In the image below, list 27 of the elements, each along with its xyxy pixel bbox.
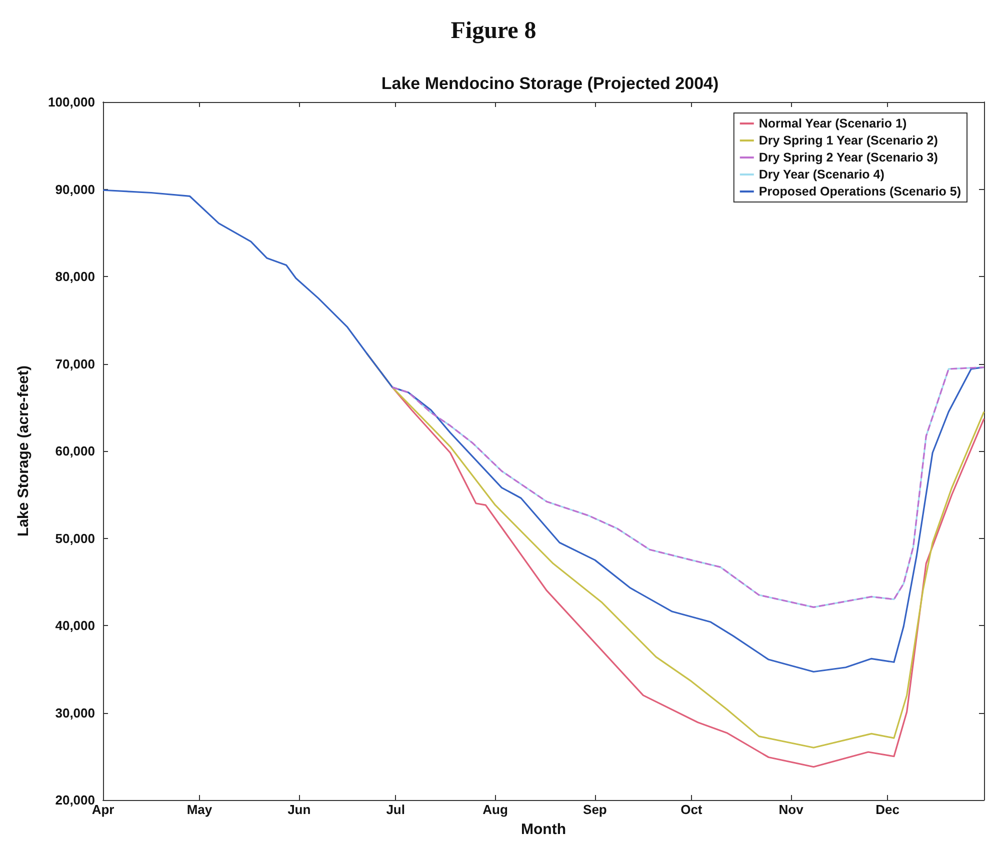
x-tick-label: Jul xyxy=(386,802,405,817)
y-tick-label: 40,000 xyxy=(55,618,95,633)
y-tick-label: 50,000 xyxy=(55,530,95,546)
legend-label: Dry Year (Scenario 4) xyxy=(758,168,884,182)
y-tick-label: 30,000 xyxy=(55,705,95,720)
x-tick-label: May xyxy=(186,802,213,817)
legend-label: Proposed Operations (Scenario 5) xyxy=(758,184,962,198)
y-tick-label: 90,000 xyxy=(55,182,95,197)
y-tick-label: 100,000 xyxy=(48,94,95,110)
chart-title: Figure 8 xyxy=(450,18,536,44)
line-series xyxy=(392,366,985,608)
y-tick-label: 20,000 xyxy=(55,792,95,808)
x-tick-label: Nov xyxy=(778,802,804,817)
y-tick-label: 60,000 xyxy=(55,444,95,458)
x-tick-label: Oct xyxy=(680,802,703,817)
y-tick-label: 70,000 xyxy=(55,356,95,372)
legend-label: Dry Spring 2 Year (Scenario 3) xyxy=(758,150,938,164)
x-tick-label: Sep xyxy=(583,802,607,817)
legend-label: Dry Spring 1 Year (Scenario 2) xyxy=(758,134,938,148)
y-axis-title: Lake Storage (acre-feet) xyxy=(15,366,32,536)
legend-label: Normal Year (Scenario 1) xyxy=(758,116,907,130)
x-tick-label: Jun xyxy=(288,802,311,817)
x-tick-label: Dec xyxy=(876,802,900,817)
x-tick-label: Aug xyxy=(482,802,508,817)
y-tick-label: 80,000 xyxy=(55,269,95,284)
x-axis-title: Month xyxy=(521,821,566,838)
chart-subtitle: Lake Mendocino Storage (Projected 2004) xyxy=(381,74,719,93)
